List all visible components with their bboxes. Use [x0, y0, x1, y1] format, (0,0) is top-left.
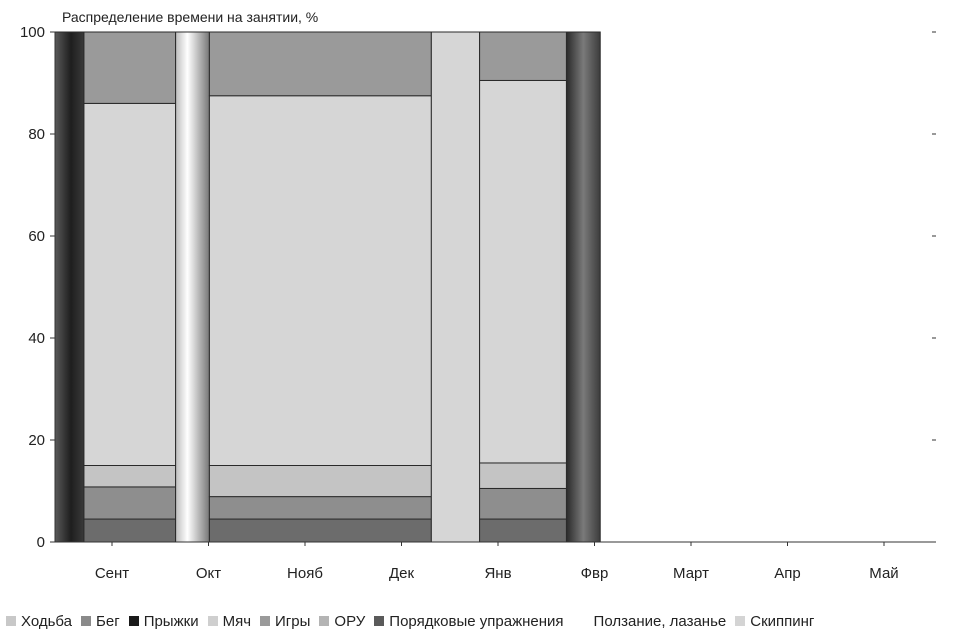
legend-swatch-8 — [735, 616, 746, 626]
bar-segment-4 — [83, 102, 177, 467]
legend-swatch-4 — [260, 616, 271, 626]
legend-label-4: Игры — [275, 612, 311, 630]
bar-segment-13 — [479, 518, 567, 543]
bar-segment-14 — [479, 487, 567, 520]
legend-entry-4: Игры — [260, 613, 310, 630]
legend-swatch-6 — [374, 616, 385, 626]
bar-segment-7 — [208, 518, 432, 543]
legend-entry-2: Прыжки — [128, 612, 199, 630]
legend-label-6: Порядковые упражнения — [389, 612, 564, 630]
x-tick-label-8: Май — [869, 565, 898, 582]
x-tick-label-1: Окт — [196, 565, 221, 582]
legend-label-5: ОРУ — [334, 612, 366, 630]
x-tick-label-6: Март — [673, 565, 709, 582]
x-tick-label-5: Фвр — [581, 565, 609, 582]
legend-label-3: Мяч — [222, 612, 252, 630]
x-tick-label-2: Нояб — [287, 565, 323, 582]
y-tick-label-0: 0 — [37, 534, 45, 551]
y-tick-label-2: 40 — [28, 330, 45, 347]
legend-label-1: Бег — [96, 612, 120, 630]
legend-entry-6: Порядковые упражнения — [374, 612, 564, 630]
y-tick-label-3: 60 — [28, 228, 45, 245]
bar-segment-8 — [208, 496, 432, 520]
bar-segment-12 — [430, 31, 481, 543]
legend-label-7: Ползание, лазанье — [593, 612, 727, 630]
legend-entry-3: Мяч — [207, 612, 252, 630]
legend-label-0: Ходьба — [21, 612, 73, 630]
legend-swatch-3 — [207, 616, 218, 626]
bar-segment-18 — [565, 31, 601, 543]
bar-segment-2 — [83, 486, 177, 520]
y-tick-label-5: 100 — [20, 24, 45, 41]
bar-segment-0 — [54, 31, 85, 543]
plot-area — [54, 31, 601, 543]
y-tick-label-4: 80 — [28, 126, 45, 143]
legend-label-8: Скиппинг — [750, 612, 815, 630]
bar-segment-15 — [479, 462, 567, 489]
legend-label-2: Прыжки — [143, 612, 199, 630]
bar-segment-3 — [83, 465, 177, 488]
x-tick-label-0: Сент — [95, 565, 129, 582]
legend-entry-8: Скиппинг — [735, 613, 814, 630]
legend-swatch-2 — [128, 616, 139, 626]
axes: 0 20 40 60 80 100 Сент Окт Нояб Дек Янв Фвр Март Апр М… — [20, 24, 936, 582]
bar-segment-10 — [208, 95, 432, 466]
y-tick-label-1: 20 — [28, 432, 45, 449]
legend-swatch-5 — [319, 616, 330, 626]
legend: Ходьба Бег Прыжки Мяч Игры ОРУ Порядковые упра… — [6, 609, 961, 633]
bar-segment-5 — [83, 31, 177, 104]
bar-segment-11 — [208, 31, 432, 97]
legend-swatch-0 — [6, 616, 16, 626]
bar-segment-9 — [208, 465, 432, 498]
legend-entry-5: ОРУ — [319, 613, 365, 630]
x-tick-label-7: Апр — [774, 565, 800, 582]
bar-segment-1 — [83, 518, 177, 543]
x-tick-label-3: Дек — [389, 565, 415, 582]
legend-swatch-7 — [573, 616, 589, 626]
legend-entry-7: Ползание, лазанье — [573, 613, 727, 630]
bar-segment-17 — [479, 31, 567, 81]
bar-segment-16 — [479, 79, 567, 464]
legend-entry-1: Бег — [81, 613, 120, 630]
legend-swatch-1 — [81, 616, 92, 626]
bar-segment-6 — [175, 31, 210, 543]
chart-title: Распределение времени на занятии, % — [62, 9, 318, 25]
legend-entry-0: Ходьба — [6, 613, 72, 630]
x-tick-label-4: Янв — [484, 565, 511, 582]
